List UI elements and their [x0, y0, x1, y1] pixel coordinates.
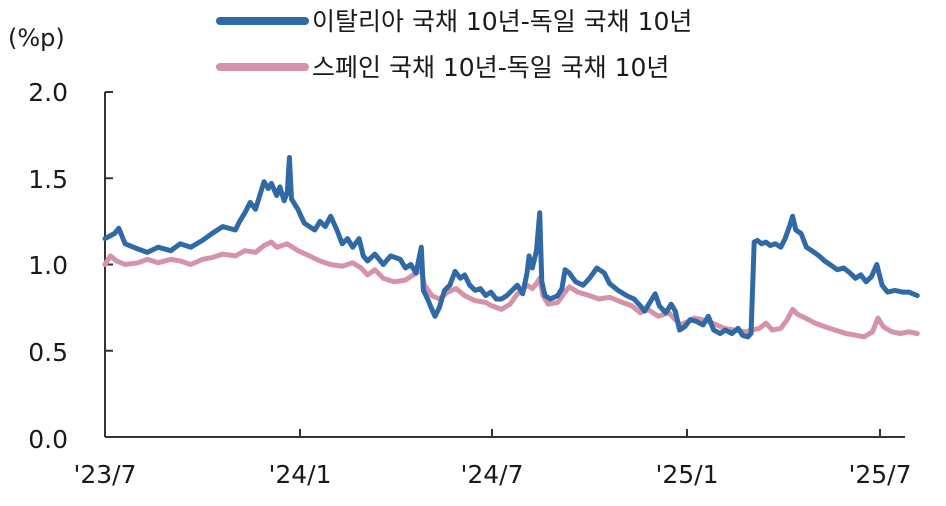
x-tick-label: '24/7 — [460, 460, 523, 489]
x-tick-labels: '23/7 '24/1 '24/7 '25/1 '25/7 — [73, 460, 911, 489]
legend-item-italy: 이탈리아 국채 10년-독일 국채 10년 — [216, 7, 692, 36]
x-tick-label: '25/1 — [655, 460, 718, 489]
y-tick-label: 0.0 — [28, 425, 68, 454]
legend-label-italy: 이탈리아 국채 10년-독일 국채 10년 — [312, 7, 692, 36]
y-tick-label: 2.0 — [28, 78, 68, 107]
y-tick-label: 1.0 — [28, 251, 68, 280]
legend-label-spain: 스페인 국채 10년-독일 국채 10년 — [312, 53, 669, 82]
x-tick-label: '24/1 — [268, 460, 331, 489]
series-line-italy — [102, 155, 920, 340]
y-tick-label: 0.5 — [28, 338, 68, 367]
y-tick-label: 1.5 — [28, 165, 68, 194]
axes — [104, 91, 905, 438]
x-tick-label: '23/7 — [73, 460, 136, 489]
y-tick-labels: 2.0 1.5 1.0 0.5 0.0 — [28, 78, 68, 454]
series-layer — [102, 155, 920, 340]
legend-item-spain: 스페인 국채 10년-독일 국채 10년 — [216, 53, 669, 82]
series-line-spain — [102, 239, 920, 340]
y-axis-unit-label: (%p) — [8, 24, 65, 52]
legend: 이탈리아 국채 10년-독일 국채 10년 스페인 국채 10년-독일 국채 1… — [216, 7, 692, 82]
x-tick-label: '25/7 — [848, 460, 911, 489]
